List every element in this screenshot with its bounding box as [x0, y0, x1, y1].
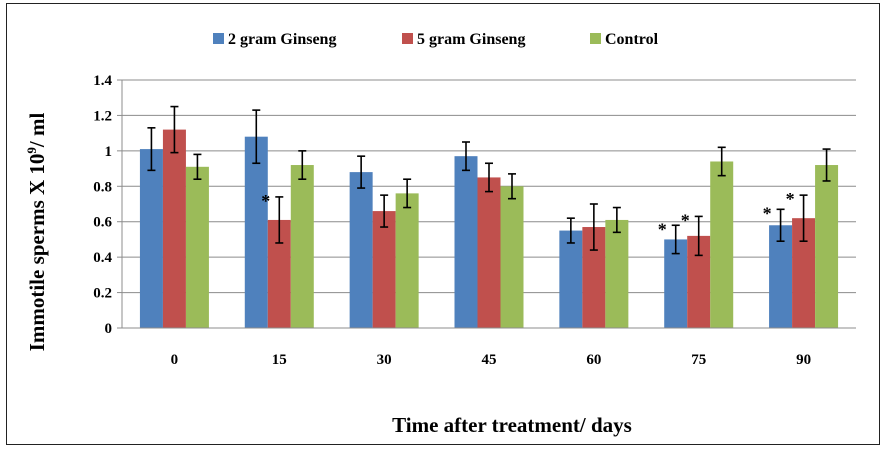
bars — [139, 129, 839, 328]
legend-label: 5 gram Ginseng — [417, 31, 525, 48]
y-axis-title-unit: / ml — [25, 113, 49, 149]
bar — [372, 211, 396, 328]
x-tick-label: 90 — [796, 352, 811, 368]
legend-label: Control — [605, 31, 659, 48]
y-tick-label: 0 — [105, 321, 113, 337]
bar — [559, 230, 583, 328]
bar — [815, 165, 839, 328]
y-axis-title: Immotile sperms X 109/ ml — [24, 113, 49, 352]
bar — [605, 219, 629, 328]
bar — [244, 136, 268, 328]
y-tick-label: 1.2 — [93, 108, 112, 124]
x-tick-label: 45 — [482, 352, 497, 368]
bar — [792, 218, 816, 328]
x-axis-title: Time after treatment/ days — [392, 413, 632, 437]
bar — [395, 193, 419, 328]
error-bars — [147, 105, 831, 257]
bar — [687, 235, 711, 328]
legend-swatch — [213, 33, 224, 44]
bar — [769, 225, 793, 328]
y-tick-label: 0.8 — [93, 179, 112, 195]
significance-marker: * — [658, 219, 667, 239]
bar — [290, 165, 314, 328]
bar — [710, 161, 734, 328]
y-tick-label: 1.4 — [93, 73, 112, 89]
legend-swatch — [402, 33, 413, 44]
bar — [664, 239, 688, 328]
significance-marker: * — [786, 189, 795, 209]
x-tick-label: 75 — [691, 352, 706, 368]
x-tick-label: 0 — [171, 352, 179, 368]
legend-swatch — [590, 33, 601, 44]
x-tick-label: 30 — [377, 352, 392, 368]
bar — [162, 129, 186, 328]
legend-label: 2 gram Ginseng — [228, 31, 336, 48]
y-tick-label: 0.6 — [93, 215, 112, 231]
bar — [582, 227, 606, 328]
y-axis-title-main: Immotile sperms X 10 — [25, 154, 49, 352]
bar — [349, 172, 373, 328]
legend: 2 gram Ginseng 5 gram Ginseng Control — [213, 31, 659, 48]
significance-marker: * — [261, 191, 270, 211]
y-tick-label: 0.4 — [93, 250, 112, 266]
bar — [500, 186, 524, 328]
significance-marker: * — [681, 210, 690, 230]
significance-markers: * * * * * — [261, 189, 794, 239]
y-tick-label: 0.2 — [93, 286, 112, 302]
bar — [267, 219, 291, 328]
y-tick-label: 1 — [105, 144, 113, 160]
significance-marker: * — [763, 203, 772, 223]
y-axis-title-exponent: 9 — [24, 147, 39, 154]
axes — [121, 80, 856, 329]
x-tick-label: 15 — [272, 352, 287, 368]
bar — [185, 166, 209, 328]
x-tick-label: 60 — [586, 352, 601, 368]
x-tick-labels: 0 15 30 45 60 75 90 — [171, 352, 811, 368]
bar — [139, 149, 163, 328]
bar — [454, 156, 478, 328]
y-tick-labels: 0 0.2 0.4 0.6 0.8 1 1.2 1.4 — [93, 73, 112, 337]
bar — [477, 177, 501, 328]
